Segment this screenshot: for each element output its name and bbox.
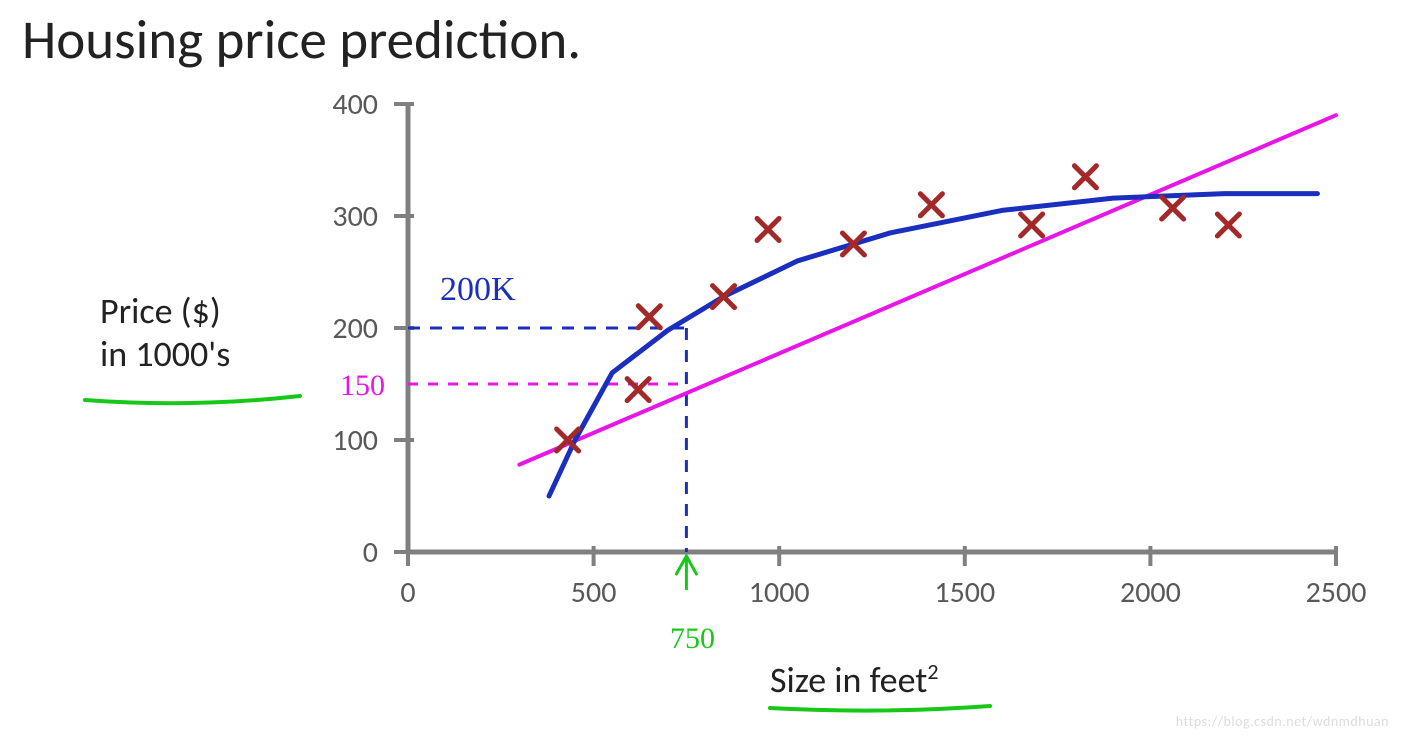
data-point bbox=[638, 306, 660, 328]
x-tick-label: 0 bbox=[400, 574, 415, 611]
y-tick-label: 400 bbox=[332, 86, 378, 123]
annotation-750-label: 750 bbox=[670, 622, 715, 655]
data-point bbox=[757, 218, 779, 240]
ylabel-underline bbox=[85, 396, 300, 403]
x-tick-label: 2000 bbox=[1120, 574, 1181, 611]
annotation-200k-label: 200K bbox=[440, 271, 516, 308]
annotation-150-label: 150 bbox=[340, 369, 385, 402]
quadratic-fit-curve bbox=[549, 194, 1317, 496]
x-tick-label: 1000 bbox=[749, 574, 810, 611]
data-point bbox=[920, 194, 942, 216]
y-tick-label: 0 bbox=[363, 534, 378, 571]
data-point bbox=[1074, 166, 1096, 188]
data-point bbox=[627, 379, 649, 401]
linear-fit-line bbox=[519, 115, 1336, 464]
data-point bbox=[713, 286, 735, 308]
data-point bbox=[1021, 214, 1043, 236]
xlabel-underline bbox=[770, 706, 990, 711]
y-tick-label: 300 bbox=[332, 198, 378, 235]
data-point bbox=[1217, 214, 1239, 236]
x-tick-label: 500 bbox=[571, 574, 617, 611]
x-tick-label: 1500 bbox=[934, 574, 995, 611]
chart-canvas: 0 500 1000 1500 2000 2500 0 100 200 300 400 200K 150… bbox=[0, 0, 1407, 740]
x-tick-label: 2500 bbox=[1306, 574, 1367, 611]
y-tick-label: 200 bbox=[332, 310, 378, 347]
y-tick-label: 100 bbox=[332, 422, 378, 459]
data-point bbox=[1162, 197, 1184, 219]
